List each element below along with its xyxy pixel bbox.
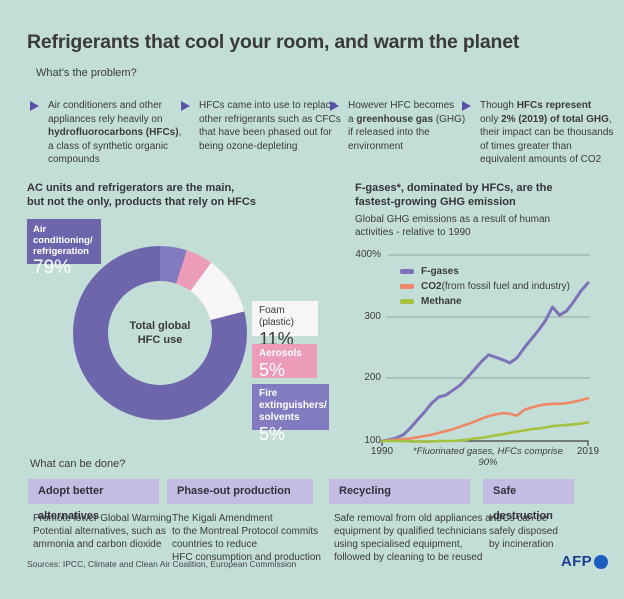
x-tick-1990: 1990 [370,446,394,457]
problem-point-text: However HFC becomes a greenhouse gas (GH… [348,100,466,152]
co2-swatch-icon [400,284,414,289]
x-tick-2019: 2019 [576,446,600,457]
solution-title-recycling: Recycling [329,479,470,504]
chart-legend: F-gases CO2 (from fossil fuel and indust… [400,264,570,309]
donut-hole [108,281,212,385]
problem-point-1: Air conditioners and other appliances re… [30,99,181,167]
y-tick-300: 300 [364,311,381,322]
afp-logo: AFP [561,553,608,570]
bullet-arrow-icon [462,101,471,111]
donut-label-foam: Foam (plastic) 11% [252,301,318,349]
problem-point-3: However HFC becomes a greenhouse gas (GH… [330,99,465,153]
donut-center-label: Total global HFC use [129,320,191,346]
emissions-chart-title: F-gases*, dominated by HFCs, are the fas… [355,182,553,208]
gridlines [386,254,590,379]
donut-label-aerosols: Aerosols 5% [252,344,317,380]
chart-footnote: *Fluorinated gases, HFCs comprise 90% [413,446,563,468]
problem-point-4: Though HFCs represent only 2% (2019) of … [462,99,613,167]
slice-label: Foam (plastic) [259,305,295,328]
y-tick-400: 400% [355,249,381,260]
problem-point-text: Air conditioners and other appliances re… [48,100,182,165]
emissions-chart-subtitle: Global GHG emissions as a result of huma… [355,214,551,238]
slice-percent: 5% [259,360,286,380]
y-tick-200: 200 [364,372,381,383]
solution-title-safe-destruction: Safe destruction [483,479,574,522]
solution-body-alternatives: Promote lower Global Warming Potential a… [33,513,172,550]
sources-text: Sources: IPCC, Climate and Clean Air Coa… [27,559,297,569]
problem-point-text: HFCs came into use to replace other refr… [199,100,341,152]
slice-label: Aerosols [259,348,302,359]
afp-logo-text: AFP [561,553,592,570]
donut-chart-title: AC units and refrigerators are the main,… [27,182,256,208]
solution-title-alternatives: Adopt better alternatives [28,479,159,522]
emissions-plot [380,254,590,446]
slice-percent: 79% [33,257,72,278]
legend-item-co2: CO2 (from fossil fuel and industry) [400,279,570,294]
methane-swatch-icon [400,299,414,304]
bullet-arrow-icon [330,101,339,111]
afp-logo-dot-icon [593,554,608,569]
slice-percent: 5% [259,424,286,444]
solution-body-phase-out: The Kigali Amendment to the Montreal Pro… [172,513,321,563]
y-tick-100: 100 [364,435,381,446]
data-series [380,281,590,443]
legend-item-fgases: F-gases [400,264,570,279]
bullet-arrow-icon [30,101,39,111]
slice-label: Fire extinguishers/ solvents [259,388,327,423]
solutions-heading: What can be done? [30,458,126,470]
problem-point-text: Though HFCs represent only 2% (2019) of … [480,100,614,165]
fgases-swatch-icon [400,269,414,274]
solution-title-phase-out: Phase-out production [167,479,313,504]
problem-point-2: HFCs came into use to replace other refr… [181,99,341,153]
donut-label-air-conditioning: Air conditioning/ refrigeration 79% [27,219,101,278]
slice-label: Air conditioning/ refrigeration [33,224,93,257]
page-title: Refrigerants that cool your room, and wa… [27,31,520,53]
donut-label-fire-extinguishers: Fire extinguishers/ solvents 5% [252,384,329,444]
problem-heading: What’s the problem? [36,67,137,79]
emissions-chart: 400% 300 200 100 1990 2019 *Fluorinated … [350,246,612,468]
solution-body-recycling: Safe removal from old appliances and equ… [334,513,502,563]
x-axis [381,440,589,446]
legend-item-methane: Methane [400,294,570,309]
bullet-arrow-icon [181,101,190,111]
donut-chart: Total global HFC use [73,246,247,420]
solution-body-safe-destruction: HFCs can be safely disposed by incinerat… [489,513,558,550]
